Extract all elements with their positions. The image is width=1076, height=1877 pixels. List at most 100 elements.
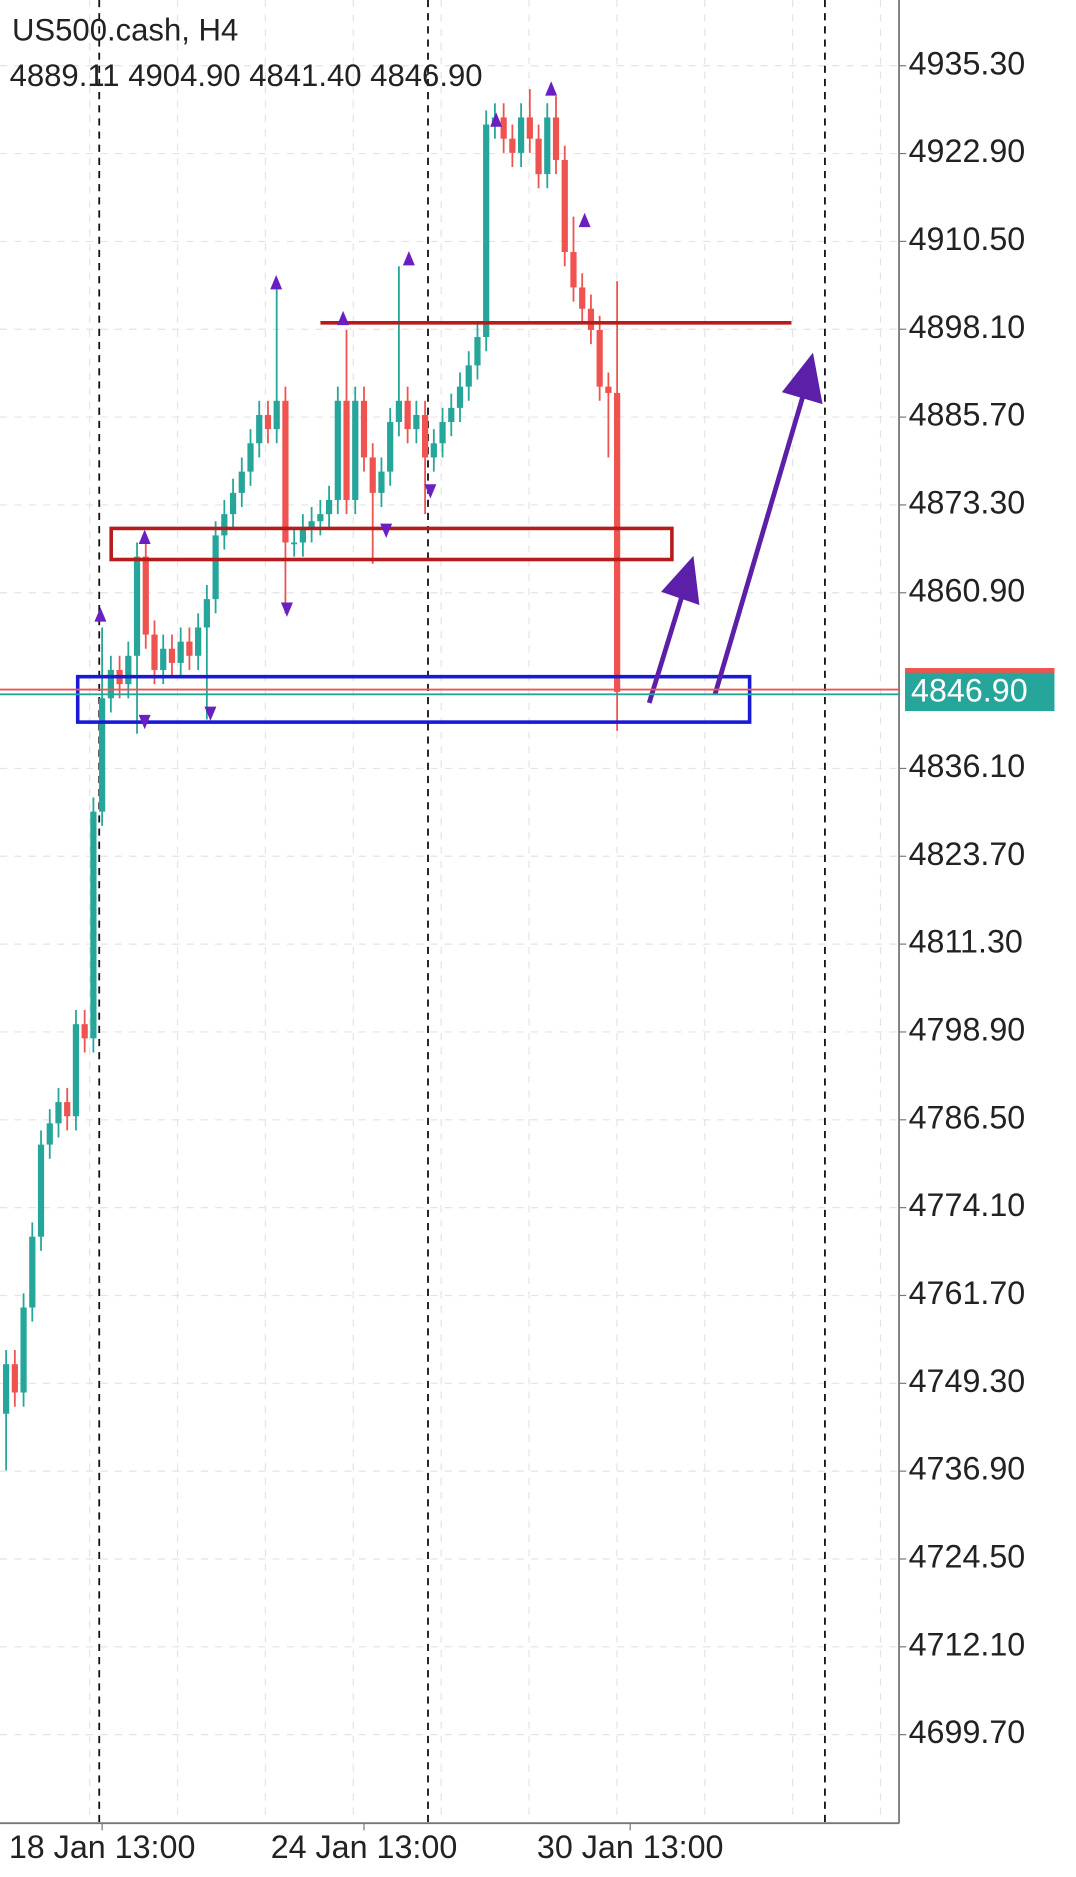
candle-body: [133, 556, 141, 656]
candle-body: [299, 528, 306, 543]
candle-body: [369, 457, 376, 493]
demand-zone: [75, 674, 752, 724]
candle-body: [587, 308, 595, 330]
arrow-head: [661, 555, 700, 605]
fractal: [545, 81, 558, 96]
y-tick-label: 4836.10: [909, 748, 1026, 784]
fractal: [280, 602, 293, 617]
candle-body: [579, 287, 586, 309]
candle-body: [37, 1144, 45, 1237]
candle-body: [439, 422, 446, 444]
candle-body: [282, 400, 289, 543]
fractals: [94, 81, 591, 730]
candle-body: [20, 1307, 27, 1393]
fractal: [270, 274, 283, 290]
candle-body: [177, 641, 184, 663]
candle-body: [203, 599, 210, 628]
candle-body: [317, 514, 324, 522]
candle-body: [168, 648, 176, 663]
candle-body: [142, 556, 149, 635]
candle-body: [238, 471, 245, 493]
candle-body: [229, 492, 237, 515]
y-tick-label: 4823.70: [909, 836, 1026, 872]
price-box: [905, 672, 1055, 712]
ohlc-label: 4889.11 4904.90 4841.40 4846.90: [10, 58, 483, 93]
candle-body: [474, 337, 481, 366]
y-tick-label: 4860.90: [909, 572, 1026, 608]
candle-body: [90, 811, 97, 1039]
fractal: [380, 523, 393, 538]
candle-body: [596, 329, 603, 387]
candle-body: [221, 514, 228, 536]
y-tick-label: 4749.30: [909, 1363, 1026, 1399]
candle-body: [352, 400, 359, 500]
chart-title: US500.cash, H4: [12, 12, 238, 47]
y-tick-label: 4922.90: [909, 133, 1026, 169]
fractal: [578, 212, 591, 228]
candle-body: [430, 443, 437, 458]
candle-body: [395, 400, 403, 423]
axis-labels: 4935.30 4922.90 4910.50 4898.10 4885.70 4873.…: [0, 45, 1055, 1865]
fractal: [94, 607, 107, 622]
fractal: [138, 529, 151, 544]
candle-body: [465, 365, 472, 387]
y-tick-label: 4873.30: [909, 484, 1026, 520]
candle-body: [29, 1236, 36, 1308]
y-tick-label: 4910.50: [909, 221, 1026, 257]
candle-body: [500, 117, 507, 139]
candle-body: [544, 117, 551, 175]
candle-body: [81, 1024, 88, 1039]
fractal: [204, 706, 217, 721]
candles: [3, 89, 621, 1471]
candle-body: [448, 407, 455, 423]
y-tick-label: 4774.10: [909, 1187, 1026, 1223]
price-box-top: [905, 668, 1055, 675]
y-tick-label: 4786.50: [909, 1099, 1026, 1135]
candle-body: [55, 1102, 62, 1124]
candle-body: [517, 117, 525, 153]
candle-body: [526, 117, 533, 139]
candle-body: [212, 535, 219, 600]
candle-body: [64, 1102, 71, 1117]
candle-body: [72, 1024, 80, 1117]
candle-body: [343, 400, 350, 500]
y-tick-label: 4761.70: [909, 1275, 1026, 1311]
y-tick-label: 4935.30: [909, 45, 1026, 81]
candle-body: [256, 414, 263, 444]
candle-body: [264, 414, 272, 430]
candle-body: [404, 400, 411, 430]
arrow: [646, 597, 684, 704]
candle-body: [186, 641, 193, 656]
y-tick-label: 4712.10: [909, 1626, 1026, 1662]
y-tick-label: 4885.70: [909, 397, 1026, 433]
candle-body: [413, 414, 420, 430]
candle-body: [421, 414, 429, 458]
candle-body: [360, 400, 368, 458]
candle-body: [11, 1364, 18, 1393]
y-tick-label: 4724.50: [909, 1539, 1026, 1575]
fractal: [138, 714, 151, 730]
candle-body: [378, 471, 385, 493]
y-tick-label: 4798.90: [909, 1011, 1026, 1047]
candle-body: [195, 627, 202, 656]
period-separators: [98, 0, 826, 1824]
supply-zone: [109, 526, 674, 562]
candle-body: [614, 392, 621, 692]
candle-body: [125, 655, 132, 685]
arrow-head: [781, 352, 823, 405]
fractal: [490, 112, 503, 127]
y-tick-label: 4699.70: [909, 1714, 1026, 1750]
fractal: [402, 251, 415, 266]
candle-body: [552, 117, 560, 160]
x-tick-label: 30 Jan 13:00: [537, 1829, 724, 1865]
candle-body: [291, 542, 298, 545]
candle-body: [160, 648, 167, 670]
candle-body: [456, 386, 464, 408]
candle-body: [273, 400, 280, 430]
candle-body: [509, 138, 516, 153]
candle-body: [308, 521, 315, 529]
candle-body: [99, 698, 106, 812]
candle-body: [46, 1123, 53, 1145]
fractal: [424, 484, 437, 499]
